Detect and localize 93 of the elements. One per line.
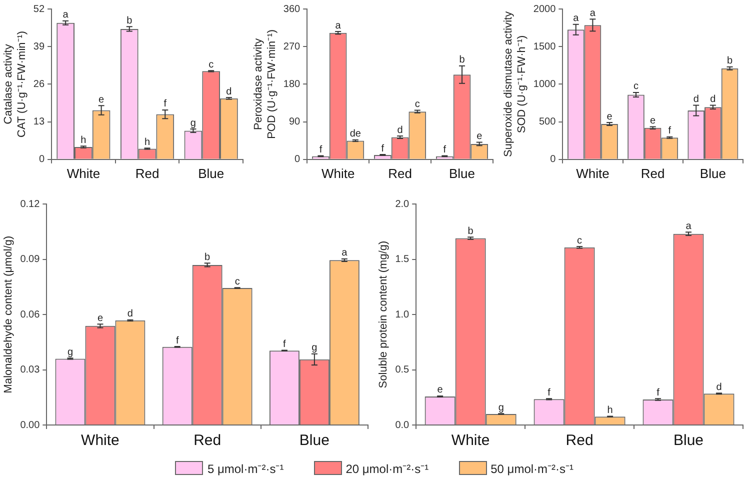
- x-tick-label: Red: [566, 432, 594, 450]
- y-tick-label: 26: [33, 78, 45, 90]
- data-label: e: [98, 94, 105, 106]
- y-tick-label: 180: [283, 78, 301, 90]
- x-tick-label: Red: [194, 432, 222, 450]
- y-tick-label: 2000: [533, 4, 556, 15]
- x-tick-label: Blue: [299, 432, 330, 450]
- x-tick-label: Blue: [198, 166, 224, 181]
- y-tick-label: 52: [33, 4, 45, 15]
- y-tick-label: 1000: [533, 78, 556, 90]
- data-label: f: [443, 144, 446, 156]
- y-tick-label: 2.0: [395, 198, 410, 210]
- data-label: c: [234, 276, 240, 288]
- x-tick-label: White: [321, 166, 355, 181]
- data-label: g: [312, 342, 318, 354]
- data-label: d: [710, 94, 716, 106]
- x-tick-label: Red: [135, 166, 160, 181]
- data-label: a: [573, 13, 580, 24]
- data-label: d: [226, 86, 232, 98]
- data-label: f: [656, 387, 660, 398]
- y-tick-label: 0: [550, 154, 556, 166]
- y-tick-label: 0.0: [395, 420, 410, 431]
- y-tick-label: 1.0: [395, 309, 410, 320]
- data-label: a: [335, 20, 342, 32]
- y-tick-label: 39: [33, 41, 45, 52]
- data-label: e: [437, 384, 444, 396]
- data-label: d: [127, 308, 133, 320]
- y-tick-label: 360: [283, 4, 301, 15]
- y-tick-label: 1.5: [395, 254, 410, 265]
- y-tick-label: 0.09: [20, 254, 40, 265]
- data-label: d: [716, 382, 722, 393]
- data-label: f: [319, 144, 322, 156]
- y-tick-label: 90: [288, 116, 301, 128]
- x-tick-label: Blue: [674, 432, 704, 450]
- x-tick-label: White: [451, 432, 490, 450]
- data-label: c: [633, 81, 638, 92]
- data-label: a: [62, 10, 69, 21]
- y-axis-title: Peroxidase activity POD (U·g⁻¹·FW·min⁻¹): [252, 29, 278, 139]
- y-tick-label: 0.06: [20, 309, 40, 320]
- y-tick-label: 270: [283, 41, 301, 52]
- data-label: h: [607, 405, 613, 416]
- data-label: b: [468, 226, 474, 237]
- data-label: f: [548, 387, 551, 398]
- data-label: g: [498, 402, 504, 414]
- y-axis-title: Catalase activity CAT (U·g⁻¹·FW·min⁻¹): [2, 30, 28, 138]
- data-label: de: [350, 128, 362, 140]
- data-label: c: [414, 99, 420, 110]
- data-label: e: [476, 131, 483, 142]
- data-label: a: [686, 220, 692, 232]
- legend-label: 50 μmol·m⁻²·s⁻¹: [490, 460, 574, 476]
- data-label: f: [381, 143, 384, 154]
- data-label: e: [650, 115, 656, 126]
- x-tick-label: Red: [640, 166, 665, 181]
- x-tick-label: Blue: [449, 166, 476, 181]
- x-tick-label: Red: [388, 166, 412, 181]
- x-tick-label: White: [81, 432, 120, 450]
- y-tick-label: 500: [538, 116, 556, 128]
- y-tick-label: 0.12: [20, 198, 40, 210]
- data-label: c: [577, 235, 582, 246]
- data-label: b: [126, 15, 133, 26]
- data-label: e: [606, 111, 613, 122]
- y-axis-title: Soluble protein content (mg/g): [378, 240, 390, 388]
- data-label: f: [164, 98, 167, 110]
- y-axis-title: Superoxide dismutase activity SOD (U·g⁻¹·FW·h⁻¹): [502, 10, 528, 157]
- x-tick-label: White: [576, 166, 610, 181]
- data-label: f: [668, 126, 672, 137]
- x-tick-label: Blue: [700, 166, 726, 181]
- data-label: g: [190, 118, 196, 129]
- y-tick-label: 0.00: [20, 420, 40, 431]
- data-label: f: [176, 335, 179, 346]
- y-tick-label: 0.5: [395, 364, 410, 376]
- data-label: d: [397, 124, 403, 136]
- data-label: g: [67, 346, 74, 358]
- legend-label: 5 μmol·m⁻²·s⁻¹: [207, 460, 284, 476]
- y-tick-label: 1500: [533, 41, 556, 52]
- data-label: a: [590, 8, 596, 19]
- data-label: f: [283, 338, 286, 350]
- data-label: b: [726, 56, 733, 67]
- y-axis-title: Malonaldehyde content (μmol/g): [2, 236, 15, 394]
- data-label: d: [693, 94, 699, 106]
- data-label: c: [208, 59, 214, 70]
- data-label: e: [97, 312, 104, 324]
- data-label: h: [80, 134, 86, 146]
- y-tick-label: 0: [38, 154, 45, 166]
- y-tick-label: 0: [294, 154, 301, 166]
- legend-label: 20 μmol·m⁻²·s⁻¹: [346, 460, 429, 476]
- y-tick-label: 0.03: [20, 364, 40, 376]
- data-label: b: [459, 54, 466, 66]
- data-label: h: [144, 136, 150, 148]
- y-tick-label: 13: [33, 116, 45, 128]
- x-tick-label: White: [66, 166, 100, 181]
- data-label: b: [204, 252, 211, 263]
- data-label: a: [342, 248, 348, 259]
